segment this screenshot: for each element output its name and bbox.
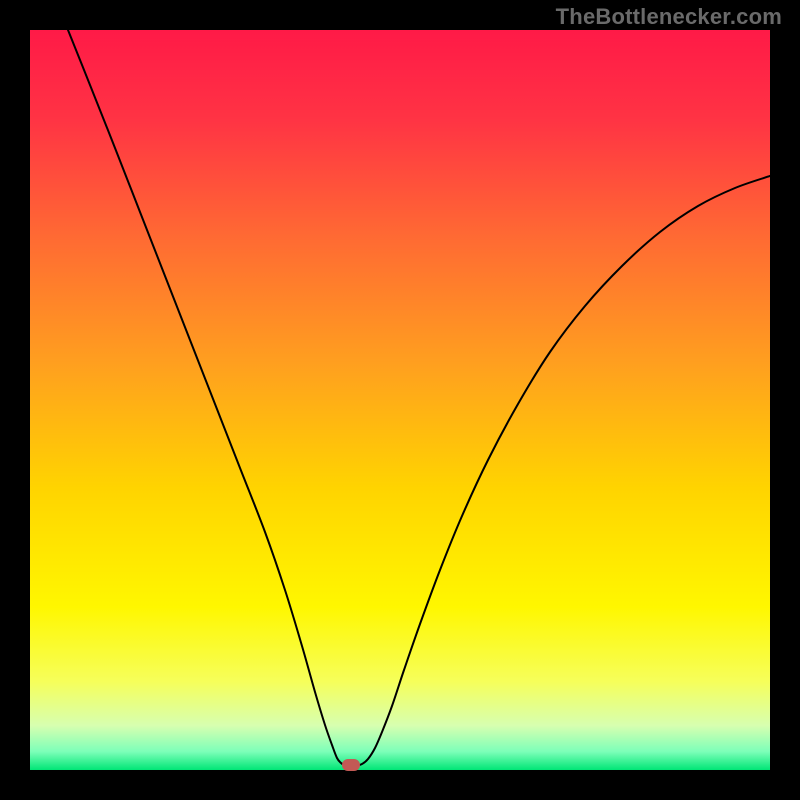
plot-area — [30, 30, 770, 770]
chart-frame: TheBottlenecker.com — [0, 0, 800, 800]
watermark-text: TheBottlenecker.com — [556, 4, 782, 30]
optimum-marker — [342, 759, 360, 771]
curve-layer — [30, 30, 770, 770]
bottleneck-curve — [68, 30, 770, 766]
